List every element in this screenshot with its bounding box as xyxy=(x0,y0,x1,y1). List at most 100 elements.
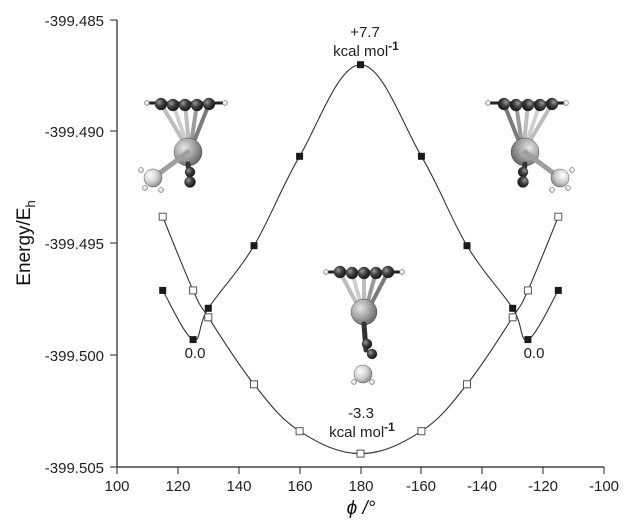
data-point-open xyxy=(356,449,365,458)
annotation-min-unit-exp: -1 xyxy=(384,420,395,434)
plot-frame xyxy=(116,20,604,468)
annotation-zero-right: 0.0 xyxy=(524,345,545,362)
molecule-atom xyxy=(550,168,570,188)
molecule-atom xyxy=(533,98,547,112)
annotation-max-unit-exp: -1 xyxy=(388,39,399,53)
molecule-atom xyxy=(509,98,523,112)
series-markers-open xyxy=(158,212,563,458)
data-point-open xyxy=(463,380,471,389)
y-axis-title-sub: h xyxy=(23,200,38,207)
series-markers-filled xyxy=(159,61,562,344)
data-point-filled xyxy=(189,336,197,344)
molecule-atom xyxy=(565,185,571,191)
molecule-atom xyxy=(166,98,180,112)
molecule-bond xyxy=(526,102,554,146)
molecule-atom xyxy=(202,97,216,111)
y-ticks: -399.485 -399.490 -399.495 -399.500 -399… xyxy=(45,13,117,477)
x-tick-label: -120 xyxy=(528,478,558,495)
molecule-atom xyxy=(154,97,168,111)
molecule-atom xyxy=(323,269,329,275)
y-tick-label: -399.505 xyxy=(45,460,104,477)
data-point-open xyxy=(189,286,198,295)
annotation-min-unit: kcal mol-1 xyxy=(329,420,395,441)
y-tick-label: -399.500 xyxy=(45,348,104,365)
molecule-atom xyxy=(366,348,378,360)
y-axis-title: Energy/Eh xyxy=(14,200,38,285)
y-tick-label: -399.485 xyxy=(45,13,104,30)
annotation-min-unit-text: kcal mol xyxy=(329,424,384,441)
annotation-max-unit-text: kcal mol xyxy=(333,43,388,60)
data-point-open xyxy=(417,427,426,436)
data-point-filled xyxy=(159,286,167,294)
molecule-atom xyxy=(381,265,395,279)
annotation-max-unit: kcal mol-1 xyxy=(333,39,399,60)
molecule-atom xyxy=(517,176,529,188)
data-point-filled xyxy=(204,304,212,312)
molecule-atom xyxy=(485,100,491,106)
data-point-filled xyxy=(463,242,471,250)
data-point-filled xyxy=(357,61,364,69)
molecule-atom xyxy=(143,168,163,188)
data-point-open xyxy=(554,212,563,221)
x-tick-label: 140 xyxy=(226,478,251,495)
molecule-image-right-conformer xyxy=(485,97,575,193)
molecule-atom xyxy=(353,364,373,384)
y-tick-label: -399.490 xyxy=(45,124,104,141)
data-point-open xyxy=(523,286,532,295)
molecule-atom xyxy=(563,100,569,106)
y-tick-label: -399.495 xyxy=(45,236,104,253)
data-point-filled xyxy=(509,304,517,312)
annotation-max-value: +7.7 xyxy=(350,24,380,41)
data-point-filled xyxy=(417,152,425,160)
molecule-bond xyxy=(191,102,211,146)
data-point-filled xyxy=(250,242,258,250)
x-tick-label: 180 xyxy=(348,478,373,495)
molecule-atom xyxy=(333,265,347,279)
annotation-zero-left: 0.0 xyxy=(185,345,206,362)
molecule-atom xyxy=(184,176,196,188)
annotation-min-value: -3.3 xyxy=(348,405,374,422)
molecule-atom xyxy=(178,98,192,112)
molecule-atom xyxy=(350,298,378,326)
molecule-atom xyxy=(138,167,144,173)
molecule-atom xyxy=(184,166,196,178)
x-tick-label: -140 xyxy=(467,478,497,495)
molecule-atom xyxy=(399,269,405,275)
x-ticks: 100 120 140 160 180 -160 -140 -120 -100 xyxy=(104,467,619,495)
molecule-atom xyxy=(517,166,529,178)
molecule-atom xyxy=(521,98,535,112)
data-point-filled xyxy=(554,286,562,294)
data-point-open xyxy=(204,313,213,322)
x-tick-label: 100 xyxy=(104,478,129,495)
molecule-atom xyxy=(222,100,228,106)
data-point-open xyxy=(158,212,167,221)
data-point-open xyxy=(508,313,517,322)
x-tick-label: 160 xyxy=(287,478,312,495)
molecule-atom xyxy=(545,97,559,111)
molecule-bond xyxy=(502,102,522,146)
molecule-atom xyxy=(158,187,164,193)
molecule-atom xyxy=(144,100,150,106)
data-point-filled xyxy=(296,152,304,160)
y-axis-title-main: Energy/E xyxy=(14,208,35,286)
molecule-atom xyxy=(549,187,555,193)
x-axis-title: ϕ /° xyxy=(347,498,376,519)
molecule-image-left-conformer xyxy=(138,97,228,193)
molecule-image-center-conformer xyxy=(323,265,405,385)
molecule-atom xyxy=(190,98,204,112)
molecule-atom xyxy=(142,185,148,191)
molecule-atom xyxy=(357,266,371,280)
x-tick-label: -100 xyxy=(589,478,619,495)
data-point-filled xyxy=(524,336,532,344)
molecule-atom xyxy=(345,266,359,280)
molecule-atom xyxy=(361,338,373,350)
data-point-open xyxy=(250,380,258,389)
molecule-bond xyxy=(159,102,187,146)
molecule-atom xyxy=(497,97,511,111)
x-tick-label: -160 xyxy=(406,478,436,495)
x-tick-label: 120 xyxy=(165,478,190,495)
data-point-open xyxy=(295,427,304,436)
molecule-atom xyxy=(369,266,383,280)
molecule-atom xyxy=(369,379,375,385)
